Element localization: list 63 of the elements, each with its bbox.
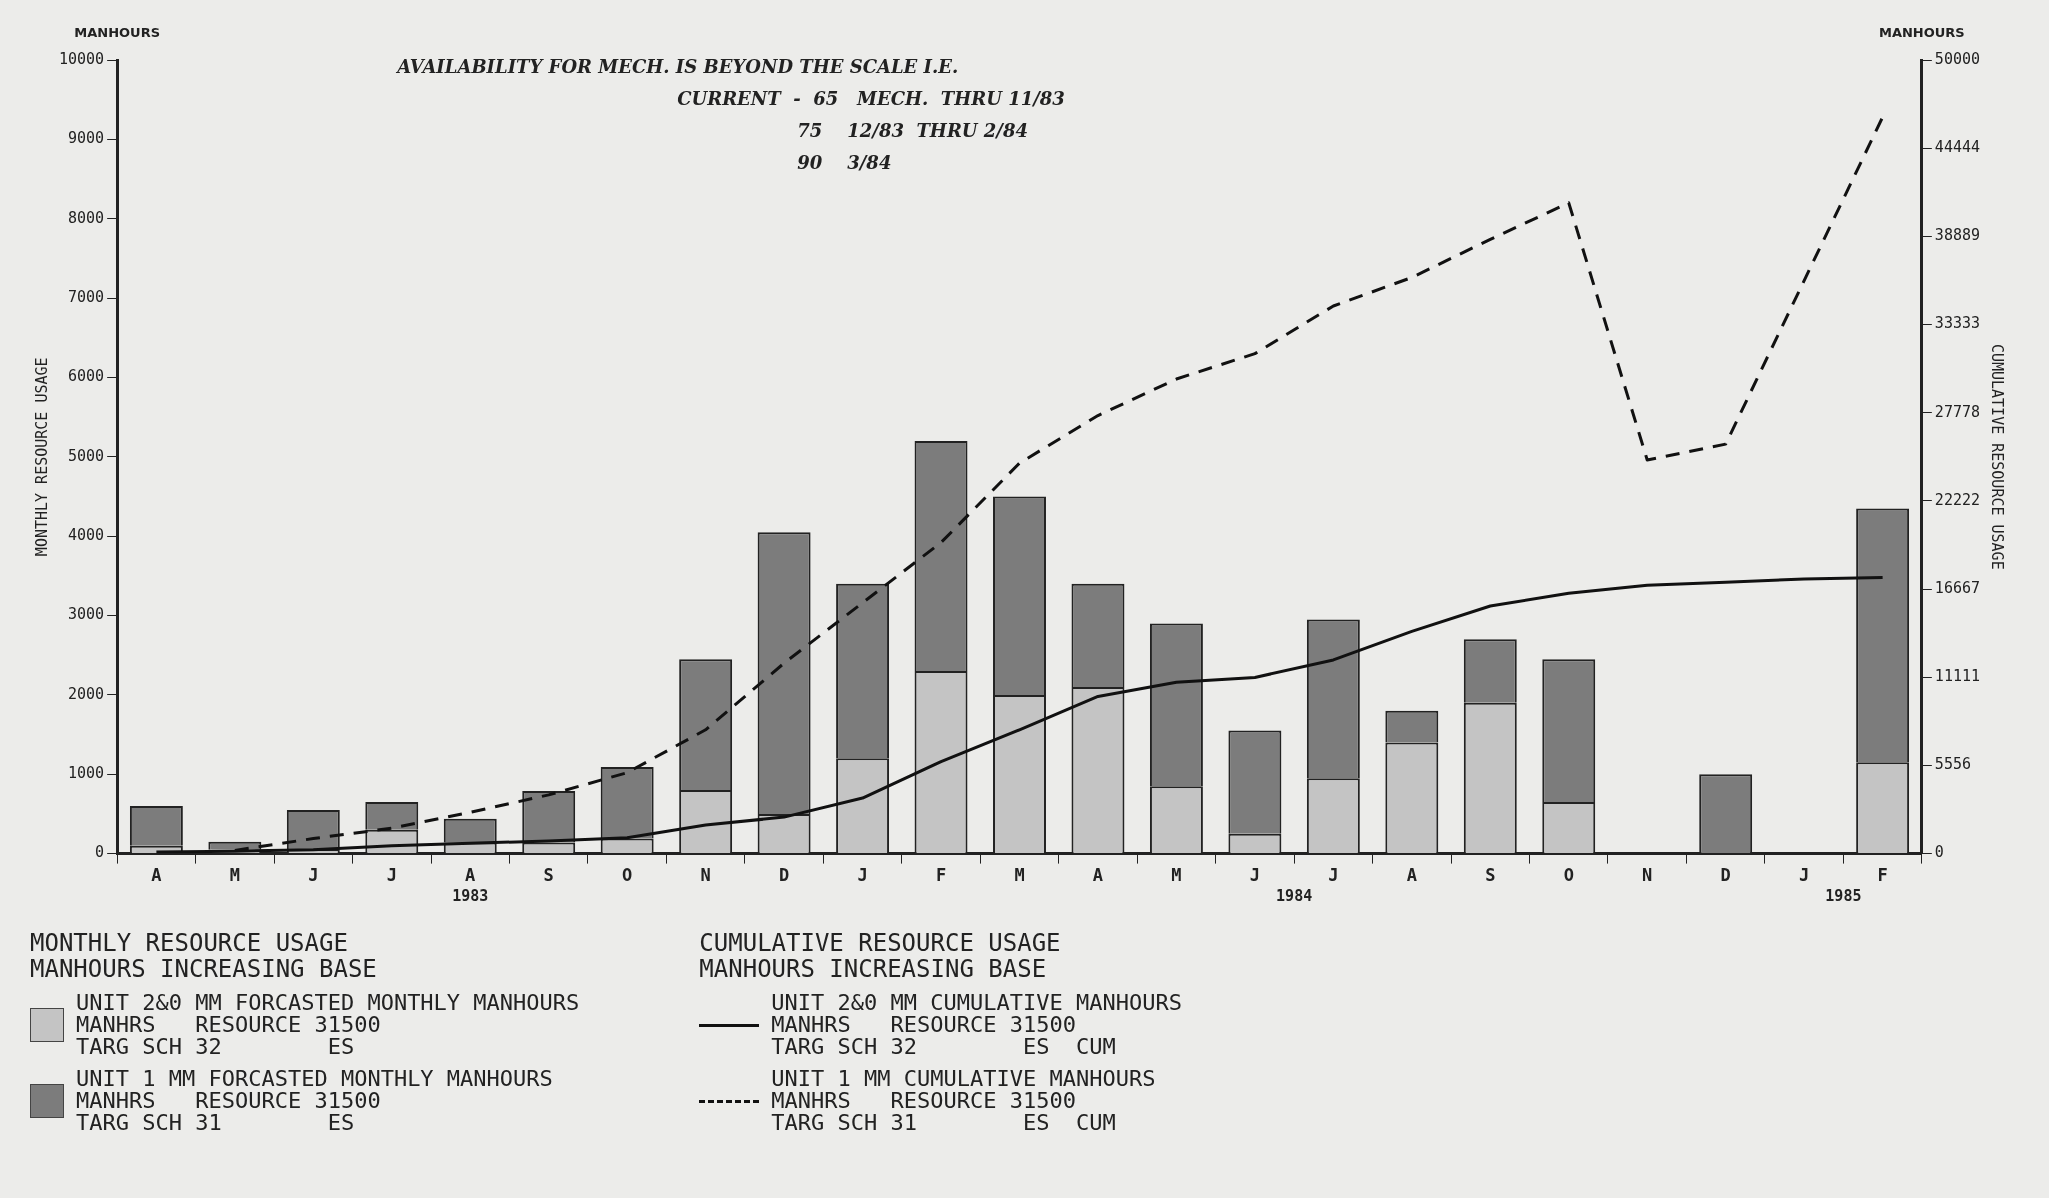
legend-label: UNIT 1 MM FORCASTED MONTHLY MANHOURS MANHRS RESOURCE 31500 TARG SCH 31 ES (76, 1066, 553, 1135)
y2-tick-label: 0 (1934, 843, 1944, 862)
y-tick-label: 2000 (68, 684, 105, 703)
y-axis-title: MONTHLY RESOURCE USAGE (32, 357, 51, 557)
legend-label: UNIT 1 MM CUMULATIVE MANHOURS MANHRS RESOURCE 31500 TARG SCH 31 ES CUM (771, 1066, 1156, 1135)
text: MONTHLY RESOURCE USAGE (30, 929, 348, 957)
y-tick-label: 1000 (68, 764, 105, 783)
x-tick-label: A (465, 865, 476, 886)
text: MANHOURS INCREASING BASE (30, 955, 377, 983)
x-tick-label: O (1563, 865, 1574, 886)
x-tick-label: N (1642, 865, 1653, 886)
x-tick-label: J (857, 865, 868, 886)
x-tick-label: F (935, 865, 947, 886)
annotation: 75 12/83 THRU 2/84 (797, 119, 1028, 141)
x-tick-label: F (1877, 865, 1888, 886)
y-tick-label: 8000 (68, 208, 105, 227)
x-tick-label: D (778, 865, 790, 886)
y2-tick-label: 27778 (1934, 402, 1980, 421)
x-tick-label: M (1171, 865, 1182, 886)
x-tick-label: M (229, 865, 240, 886)
text: MANHOURS (74, 25, 161, 41)
text: 1983 (452, 887, 489, 906)
x-tick-label: M (1014, 865, 1025, 886)
text: MANHOURS (1878, 25, 1965, 41)
x-tick-label: J (1328, 865, 1339, 886)
y2-tick-label: 38889 (1934, 226, 1980, 245)
x-tick-label: A (1406, 865, 1417, 886)
annotation: 90 3/84 (797, 151, 892, 173)
x-tick-label: J (386, 865, 397, 886)
y-tick-label: 3000 (68, 605, 105, 624)
y-tick-label: 7000 (68, 287, 105, 306)
annotation: AVAILABILITY FOR MECH. IS BEYOND THE SCALE I.E. (395, 55, 959, 77)
text: 1984 (1276, 887, 1313, 906)
x-tick-label: A (1092, 865, 1104, 886)
text: 1985 (1825, 887, 1862, 906)
x-tick-label: J (308, 865, 319, 886)
y2-tick-label: 11111 (1934, 667, 1980, 686)
y-tick-label: 6000 (68, 367, 105, 386)
y2-tick-label: 44444 (1934, 138, 1980, 157)
y-tick-label: 5000 (68, 446, 105, 465)
legend-label: UNIT 2&0 MM FORCASTED MONTHLY MANHOURS MANHRS RESOURCE 31500 TARG SCH 32 ES (76, 990, 580, 1059)
y-tick-label: 9000 (68, 129, 105, 148)
x-tick-label: N (700, 865, 711, 886)
y2-tick-label: 5556 (1934, 755, 1971, 774)
text: MANHOURS INCREASING BASE (699, 955, 1047, 983)
y2-tick-label: 22222 (1934, 490, 1980, 509)
y-tick-label: 10000 (59, 49, 105, 68)
y2-axis-title: CUMULATIVE RESOURCE USAGE (1988, 343, 2007, 570)
y2-tick-label: 50000 (1934, 49, 1980, 68)
annotation: CURRENT - 65 MECH. THRU 11/83 (677, 87, 1065, 109)
x-tick-label: D (1720, 865, 1731, 886)
x-tick-label: S (543, 865, 554, 886)
x-tick-label: O (622, 865, 633, 886)
x-tick-label: A (151, 865, 162, 886)
y-tick-label: 4000 (68, 526, 105, 545)
x-tick-label: J (1249, 865, 1261, 886)
text: CUMULATIVE RESOURCE USAGE (699, 929, 1061, 957)
legend-label: UNIT 2&0 MM CUMULATIVE MANHOURS MANHRS RESOURCE 31500 TARG SCH 32 ES CUM (771, 990, 1182, 1059)
x-tick-label: S (1485, 865, 1496, 886)
y2-tick-label: 16667 (1934, 578, 1980, 597)
y2-tick-label: 33333 (1934, 314, 1980, 333)
x-tick-label: J (1799, 865, 1810, 886)
y-tick-label: 0 (95, 843, 105, 862)
